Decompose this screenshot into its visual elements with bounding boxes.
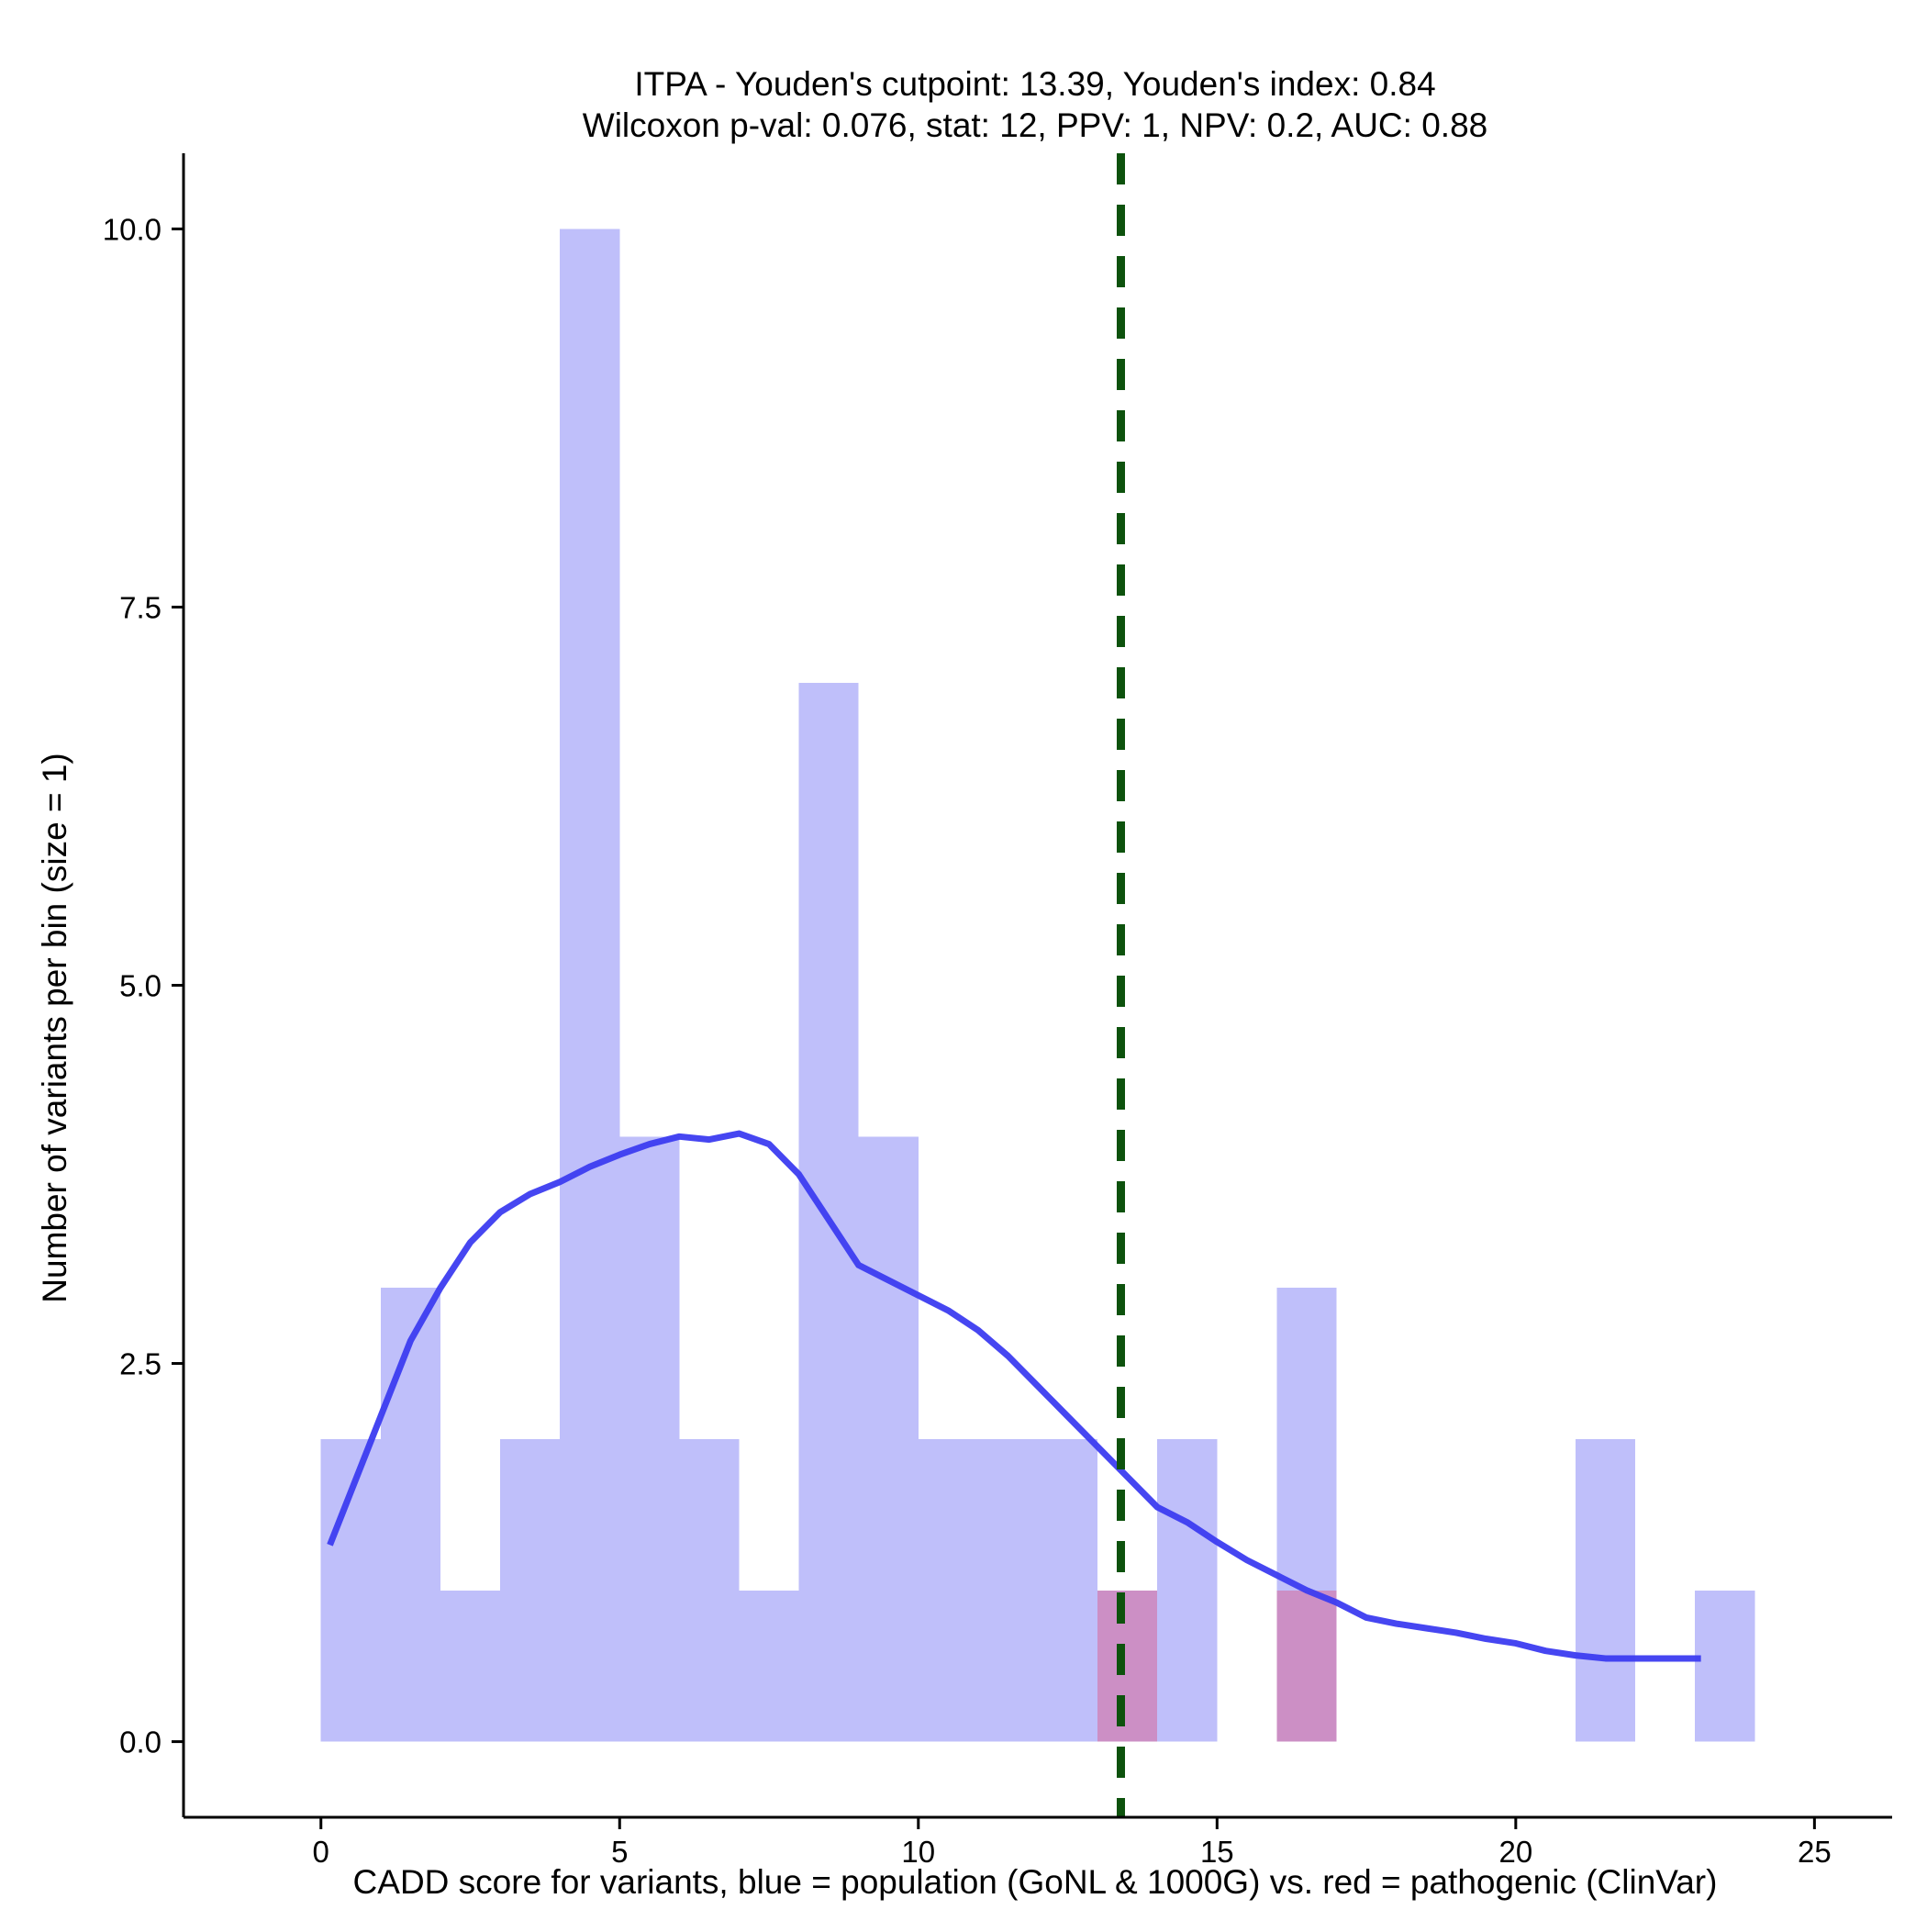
y-tick-label-10: 10.0: [103, 212, 162, 246]
pathogenic-bar-16: [1276, 1590, 1337, 1742]
y-tick-label-5: 5.0: [119, 969, 162, 1003]
population-bar-6: [679, 1438, 740, 1742]
population-bar-3: [500, 1438, 561, 1742]
population-bar-14: [1157, 1438, 1218, 1742]
chart-title-line-2: Wilcoxon p-val: 0.076, stat: 12, PPV: 1,…: [583, 106, 1487, 144]
population-bar-2: [440, 1590, 501, 1742]
y-axis-title: Number of variants per bin (size = 1): [36, 753, 73, 1302]
pathogenic-bar-13: [1097, 1590, 1158, 1742]
population-bar-4: [560, 229, 620, 1742]
population-bar-23: [1695, 1590, 1755, 1742]
x-tick-label-0: 0: [313, 1835, 329, 1869]
population-bar-12: [1038, 1438, 1098, 1742]
chart-title-line-1: ITPA - Youden's cutpoint: 13.39, Youden'…: [634, 65, 1435, 103]
population-bar-8: [798, 682, 859, 1742]
density-line-layer: [327, 1130, 1701, 1662]
x-tick-label-5: 5: [611, 1835, 628, 1869]
population-bar-10: [918, 1438, 978, 1742]
population-bar-21: [1575, 1438, 1636, 1742]
population-bar-11: [977, 1438, 1038, 1742]
y-tick-label-2.5: 2.5: [119, 1347, 162, 1381]
x-tick-label-10: 10: [901, 1835, 935, 1869]
x-tick-label-15: 15: [1200, 1835, 1234, 1869]
y-tick-label-7.5: 7.5: [119, 590, 162, 624]
histogram-bars: [320, 229, 1755, 1742]
x-axis-title: CADD score for variants, blue = populati…: [353, 1863, 1718, 1901]
y-tick-label-0: 0.0: [119, 1725, 162, 1759]
pathogenic-bars: [1097, 1590, 1337, 1742]
population-bars: [320, 229, 1755, 1742]
chart-title: ITPA - Youden's cutpoint: 13.39, Youden'…: [583, 65, 1487, 144]
population-bar-7: [739, 1590, 799, 1742]
x-tick-label-25: 25: [1798, 1835, 1832, 1869]
population-bar-9: [858, 1136, 919, 1742]
x-axis-ticks: 0 5 10 15 20 25: [313, 1817, 1832, 1869]
density-line: [327, 1130, 1701, 1662]
population-bar-1: [380, 1288, 440, 1742]
x-tick-label-20: 20: [1498, 1835, 1532, 1869]
y-axis-ticks: 0.0 2.5 5.0 7.5 10.0: [103, 212, 184, 1759]
population-bar-5: [619, 1136, 680, 1742]
